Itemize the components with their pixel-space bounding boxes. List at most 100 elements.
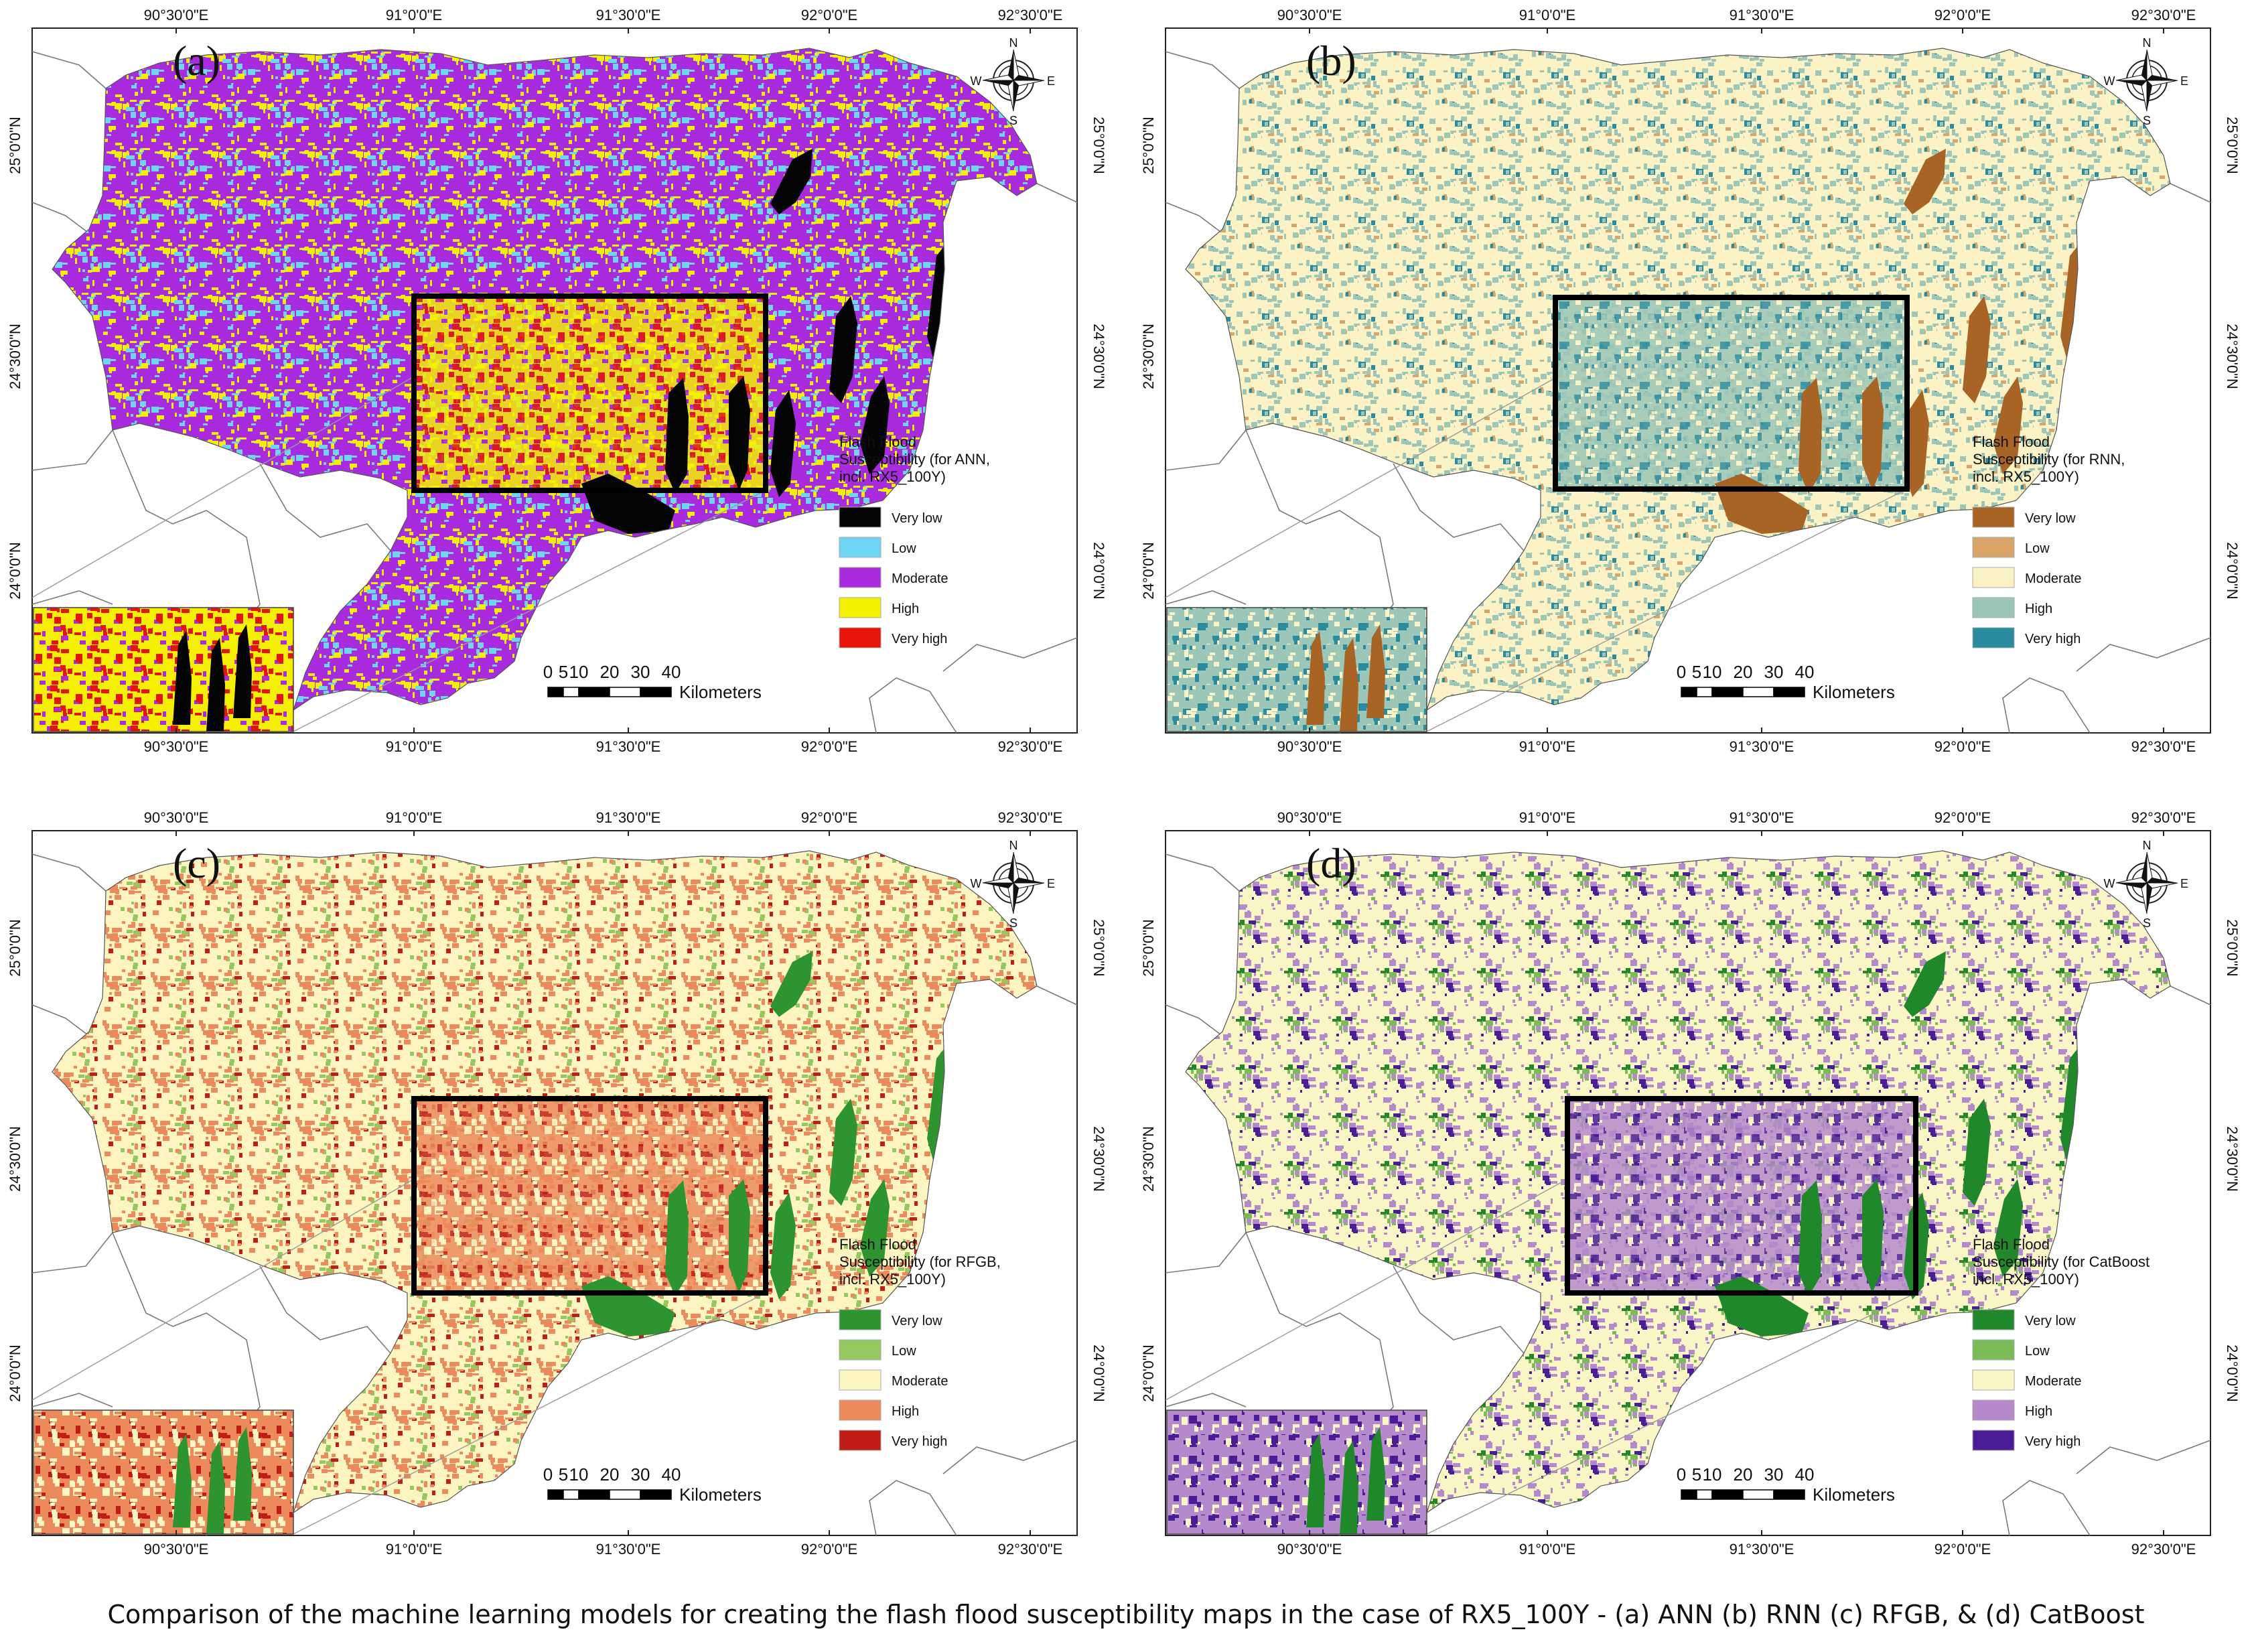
scale-number: 5 [559, 662, 568, 682]
compass-s: S [2143, 114, 2151, 127]
legend-swatch [1972, 1430, 2015, 1451]
scale-number: 30 [1764, 1464, 1784, 1485]
legend-swatch [1972, 567, 2015, 588]
compass-s: S [1009, 916, 1017, 930]
latitude-label-left: 24°30'0"N [1140, 324, 1157, 389]
legend-title-line: Susceptibility (for CatBoost [1973, 1253, 2150, 1270]
scale-unit: Kilometers [679, 682, 762, 702]
legend-title-line: Flash Flood [839, 1236, 916, 1253]
latitude-label-right: 24°30'0"N [1090, 1126, 1107, 1192]
compass-n: N [2143, 36, 2152, 50]
longitude-label-bottom: 90°30'0"E [144, 1541, 209, 1558]
scale-number: 30 [1764, 662, 1784, 682]
legend-swatch [839, 627, 882, 648]
legend-swatch [1972, 1399, 2015, 1421]
legend-swatch [839, 1369, 882, 1391]
legend-item-label: High [892, 1404, 919, 1419]
scale-unit: Kilometers [1813, 1485, 1895, 1505]
scale-unit: Kilometers [679, 1485, 762, 1505]
legend-item-label: Moderate [2025, 571, 2082, 586]
legend-swatch [839, 506, 882, 528]
scale-number: 40 [1795, 662, 1815, 682]
longitude-label-top: 92°0'0"E [801, 809, 857, 826]
compass-w: W [971, 877, 982, 890]
latitude-label-right: 24°30'0"N [2224, 1126, 2241, 1192]
legend-title-line: Flash Flood [1973, 1236, 2050, 1253]
very-low-zone [665, 378, 689, 494]
legend-swatch [839, 597, 882, 618]
legend-swatch [839, 1430, 882, 1451]
longitude-label-top: 90°30'0"E [144, 809, 209, 826]
legend-title-line: incl. RX5_100Y) [839, 1271, 946, 1288]
longitude-label-bottom: 91°0'0"E [1519, 1541, 1575, 1558]
latitude-label-right: 25°0'0"N [2224, 117, 2241, 174]
zoom-box [1565, 1096, 1918, 1296]
legend-swatch [839, 1399, 882, 1421]
very-low-zone [1904, 390, 1929, 497]
scale-number: 5 [1692, 1464, 1701, 1485]
legend-swatch [839, 537, 882, 558]
very-low-zone [1799, 378, 1822, 494]
very-low-zone [1963, 1099, 1991, 1206]
very-low-zone [1904, 149, 1946, 214]
longitude-label-top: 91°30'0"E [596, 7, 661, 23]
panel-label: (c) [173, 839, 220, 887]
susceptibility-map-c: 90°30'0"E 90°30'0"E 91°0'0"E 91°0'0"E 91°30'… [7, 809, 1107, 1558]
very-low-zone [770, 390, 796, 497]
very-low-zone [1963, 296, 1991, 403]
legend-swatch [1972, 537, 2015, 558]
longitude-label-top: 91°30'0"E [1730, 7, 1794, 23]
compass-s: S [2143, 916, 2151, 930]
scale-number: 20 [1734, 1464, 1753, 1485]
very-low-zone [860, 376, 890, 474]
legend-item-label: Moderate [2025, 1374, 2082, 1389]
latitude-label-left: 24°30'0"N [1140, 1126, 1157, 1192]
panel-label: (b) [1306, 37, 1356, 84]
admin-boundaries [31, 853, 1078, 1536]
compass-n: N [2143, 839, 2152, 852]
scale-number: 0 [1677, 1464, 1686, 1485]
very-low-zone [829, 296, 857, 403]
latitude-label-left: 24°0'0"N [7, 1345, 23, 1402]
longitude-label-top: 91°0'0"E [386, 7, 442, 23]
longitude-label-bottom: 92°30'0"E [2131, 1541, 2196, 1558]
longitude-label-top: 90°30'0"E [1277, 809, 1342, 826]
longitude-label-top: 91°30'0"E [596, 809, 661, 826]
very-low-zone [1993, 376, 2023, 474]
very-low-zone [1862, 376, 1884, 490]
longitude-label-bottom: 91°30'0"E [596, 1541, 661, 1558]
longitude-label-bottom: 92°0'0"E [1934, 1541, 1991, 1558]
longitude-label-top: 91°0'0"E [1519, 7, 1575, 23]
scale-number: 40 [662, 662, 681, 682]
figure-caption: Comparison of the machine learning model… [107, 1600, 2145, 1629]
panel-label: (d) [1306, 839, 1356, 887]
legend-swatch [1972, 506, 2015, 528]
legend-swatch [1972, 1369, 2015, 1391]
very-low-zone [829, 1099, 857, 1206]
legend-item-label: Moderate [892, 571, 948, 586]
scale-number: 20 [1734, 662, 1753, 682]
scale-number: 10 [1703, 662, 1722, 682]
scale-number: 5 [1692, 662, 1701, 682]
latitude-label-right: 25°0'0"N [1090, 117, 1107, 174]
legend-title-line: Flash Flood [839, 433, 916, 450]
latitude-label-left: 25°0'0"N [7, 919, 23, 977]
panel-label: (a) [173, 37, 220, 84]
latitude-label-left: 25°0'0"N [7, 117, 23, 174]
longitude-label-bottom: 92°30'0"E [998, 738, 1063, 755]
latitude-label-left: 25°0'0"N [1140, 117, 1157, 174]
very-low-zone [729, 376, 750, 490]
very-low-zone [860, 1179, 890, 1277]
compass-s: S [1009, 114, 1017, 127]
legend-item-label: Very low [892, 511, 942, 526]
scale-number: 20 [600, 662, 620, 682]
map-panel-d: 90°30'0"E 90°30'0"E 91°0'0"E 91°0'0"E 91°30'… [1139, 804, 2251, 1568]
longitude-label-bottom: 90°30'0"E [144, 738, 209, 755]
legend-item-label: Very high [2025, 632, 2081, 646]
scale-number: 0 [1677, 662, 1686, 682]
latitude-label-right: 24°0'0"N [2224, 1345, 2241, 1402]
